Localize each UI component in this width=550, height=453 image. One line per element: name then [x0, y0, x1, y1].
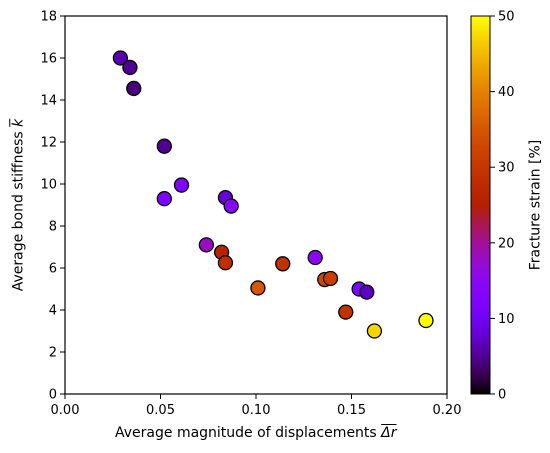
scatter-points	[112, 50, 434, 339]
y-tick-label: 8	[49, 220, 57, 235]
y-tick-label: 12	[40, 136, 57, 151]
colorbar-tick-label: 20	[498, 236, 515, 251]
plot-frame	[64, 15, 448, 395]
colorbar-ticks: 0 10 20 30 40 50	[490, 10, 515, 403]
colorbar-label: Fracture strain [%]	[527, 140, 543, 271]
colorbar-tick-label: 0	[498, 388, 506, 403]
data-point	[275, 256, 291, 272]
y-tick-label: 0	[49, 388, 57, 403]
data-point	[126, 80, 142, 97]
y-axis-ticks: 0 2 4 6 8 10 12 14 16 18	[40, 10, 65, 403]
data-point	[366, 323, 383, 339]
y-tick-label: 18	[40, 10, 57, 25]
y-axis-label-symbol: k	[9, 118, 26, 127]
colorbar-tick-label: 10	[498, 312, 515, 327]
y-tick-label: 10	[40, 178, 57, 193]
data-point	[338, 304, 354, 320]
x-axis-label-symbol: Δr	[381, 425, 397, 441]
colorbar-tick-label: 40	[498, 85, 515, 100]
x-tick-label: 0.00	[51, 403, 80, 418]
data-point	[122, 59, 138, 76]
x-tick-label: 0.05	[146, 403, 175, 418]
data-point	[173, 177, 190, 193]
data-point	[112, 50, 129, 66]
x-tick-label: 0.20	[433, 403, 462, 418]
data-point	[156, 138, 172, 154]
colorbar-label-text: Fracture strain [%]	[526, 139, 543, 271]
data-point	[217, 255, 234, 271]
colorbar-tick-label: 50	[498, 10, 515, 25]
colorbar-tick-label: 30	[498, 161, 515, 176]
colorbar	[470, 15, 491, 395]
y-tick-label: 4	[49, 304, 57, 319]
data-point	[359, 284, 375, 300]
data-point	[198, 237, 214, 253]
x-axis-ticks: 0.00 0.05 0.10 0.15 0.20	[51, 394, 462, 418]
data-point	[250, 280, 266, 296]
y-tick-label: 16	[40, 52, 57, 67]
y-axis-label: Average bond stiffness k	[10, 119, 26, 292]
x-axis-label-text: Average magnitude of displacements	[115, 425, 377, 441]
data-point	[223, 198, 239, 214]
x-axis-label: Average magnitude of displacements Δr	[115, 425, 397, 441]
y-tick-label: 6	[49, 262, 57, 277]
y-axis-label-text: Average bond stiffness	[9, 131, 26, 292]
data-point	[307, 249, 323, 266]
data-point	[418, 312, 434, 329]
x-tick-label: 0.10	[242, 403, 271, 418]
x-tick-label: 0.15	[337, 403, 366, 418]
y-tick-label: 2	[49, 346, 57, 361]
data-point	[322, 270, 339, 287]
data-point	[156, 191, 172, 207]
y-tick-label: 14	[40, 94, 57, 109]
